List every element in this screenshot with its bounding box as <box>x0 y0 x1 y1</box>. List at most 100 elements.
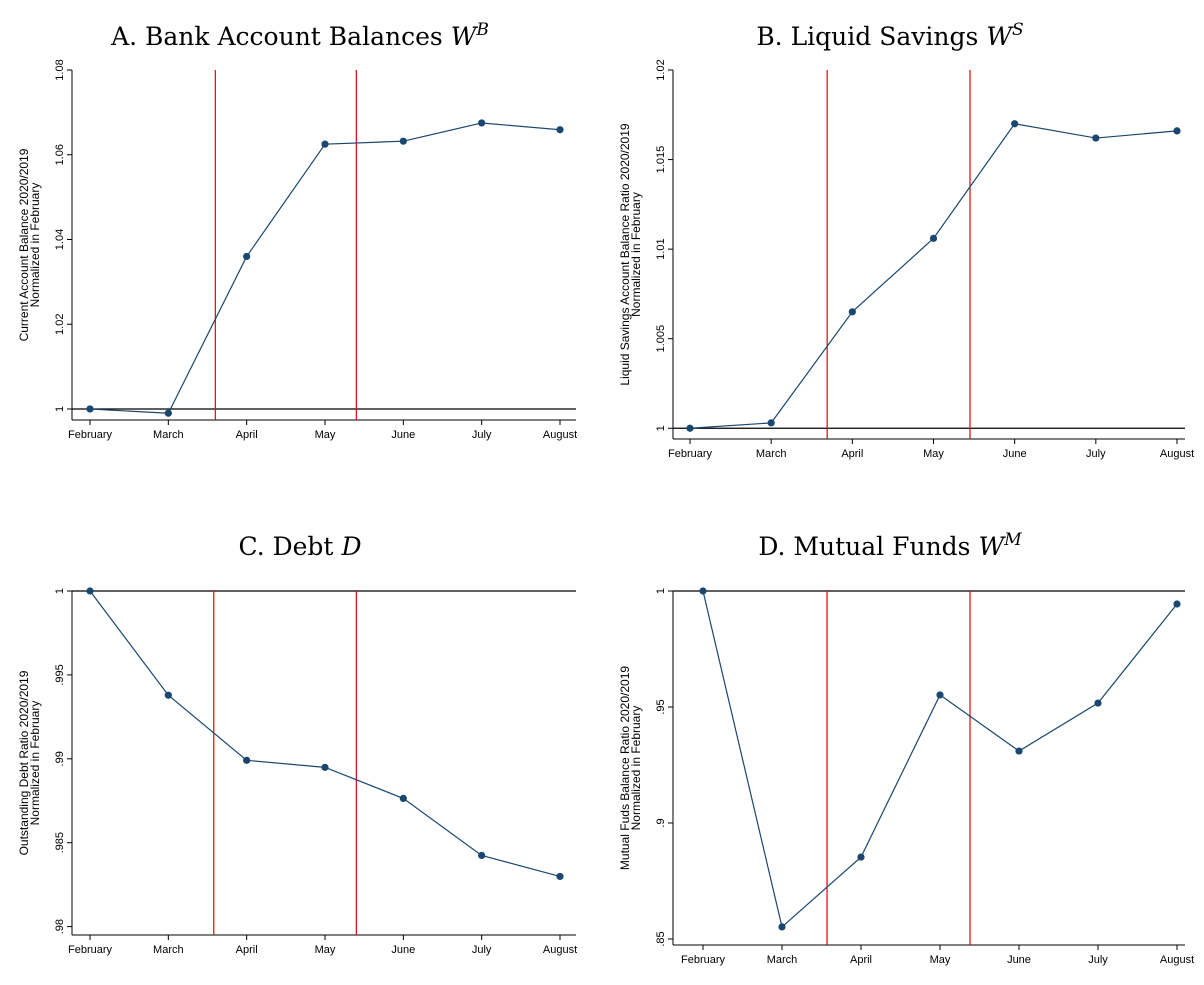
y-tick-label: .95 <box>655 699 667 714</box>
panel-title: A. Bank Account Balances WB <box>110 20 489 51</box>
y-axis-label: Liquid Savings Account Balance Ratio 202… <box>618 123 632 386</box>
y-tick-label: 1.08 <box>54 59 66 80</box>
x-tick-label: August <box>543 944 577 956</box>
x-tick-label: February <box>668 448 713 460</box>
y-tick-label: .9 <box>655 818 667 827</box>
data-line <box>89 122 561 414</box>
title-text: C. Debt <box>238 532 333 561</box>
data-point <box>1173 600 1181 608</box>
x-tick-label: August <box>1160 448 1194 460</box>
y-tick-label: 1.02 <box>655 59 667 80</box>
data-point <box>86 405 94 413</box>
title-sup: B <box>475 20 489 40</box>
title-var: W <box>451 22 479 51</box>
y-tick-label: .85 <box>655 931 667 946</box>
x-tick-label: April <box>850 954 872 966</box>
y-tick-label: 1.01 <box>655 238 667 259</box>
data-line <box>702 590 1178 929</box>
x-tick-label: February <box>68 944 113 956</box>
data-point <box>164 409 172 417</box>
x-tick-label: June <box>391 429 415 441</box>
data-point <box>399 794 407 803</box>
x-tick-label: April <box>841 448 863 460</box>
x-tick-label: May <box>930 954 951 966</box>
y-axis-label: Normalized in February <box>28 701 42 826</box>
data-point <box>848 308 856 316</box>
x-tick-label: February <box>681 954 726 966</box>
data-point <box>1011 120 1019 128</box>
y-axis-label: Mutual Fuds Balance Ratio 2020/2019 <box>618 666 632 870</box>
panel-title: B. Liquid Savings WS <box>756 20 1023 51</box>
x-tick-label: February <box>68 429 113 441</box>
x-tick-label: April <box>236 429 258 441</box>
data-point <box>86 587 94 595</box>
x-tick-label: June <box>1003 448 1027 460</box>
x-tick-label: June <box>1007 954 1031 966</box>
y-tick-label: .99 <box>54 751 66 766</box>
data-point <box>243 756 251 764</box>
x-tick-label: May <box>315 429 336 441</box>
data-point <box>1173 127 1181 135</box>
data-point <box>1015 747 1023 755</box>
x-tick-label: March <box>153 944 184 956</box>
y-tick-label: 1 <box>655 588 667 594</box>
y-tick-label: .98 <box>54 919 66 934</box>
title-text: A. Bank Account Balances <box>110 22 443 51</box>
data-point <box>1092 134 1100 142</box>
data-point <box>556 872 564 881</box>
x-tick-label: March <box>153 429 184 441</box>
y-axis-label: Normalized in February <box>28 183 42 308</box>
x-tick-label: July <box>1088 954 1108 966</box>
y-axis-label: Normalized in February <box>629 192 643 317</box>
data-point <box>686 424 694 432</box>
data-point <box>936 691 944 699</box>
title-var: W <box>979 532 1007 561</box>
x-tick-label: May <box>315 944 336 956</box>
panel-title: D. Mutual Funds WM <box>758 530 1022 561</box>
data-point <box>556 126 564 134</box>
data-point <box>929 234 938 242</box>
panel-title: C. Debt D <box>238 532 361 561</box>
data-point <box>321 140 329 148</box>
x-tick-label: May <box>923 448 944 460</box>
data-point <box>767 419 775 427</box>
x-tick-label: July <box>472 429 492 441</box>
x-tick-label: August <box>1160 954 1194 966</box>
data-point <box>857 853 865 861</box>
title-var: D <box>340 532 361 561</box>
y-tick-label: 1.06 <box>54 144 66 165</box>
title-sup: S <box>1012 20 1024 40</box>
x-tick-label: August <box>543 429 577 441</box>
x-tick-label: July <box>1086 448 1106 460</box>
data-line <box>89 590 561 878</box>
title-var: W <box>986 22 1014 51</box>
data-line <box>689 123 1178 429</box>
y-tick-label: 1 <box>655 425 667 431</box>
y-tick-label: .985 <box>54 832 66 853</box>
y-tick-label: 1 <box>54 588 66 594</box>
y-tick-label: 1.015 <box>655 146 667 174</box>
y-axis-label: Current Account Balance 2020/2019 <box>17 148 31 341</box>
data-point <box>243 252 251 261</box>
data-point <box>699 587 707 595</box>
data-point <box>478 851 486 860</box>
x-tick-label: June <box>391 944 415 956</box>
x-tick-label: July <box>472 944 492 956</box>
title-sup: M <box>1003 530 1022 550</box>
y-tick-label: 1 <box>54 406 66 412</box>
data-point <box>778 923 786 931</box>
x-tick-label: March <box>756 448 787 460</box>
data-point <box>1094 699 1102 707</box>
data-point <box>321 763 329 771</box>
y-tick-label: 1.02 <box>54 314 66 335</box>
y-axis-label: Outstanding Debt Ratio 2020/2019 <box>17 670 31 855</box>
x-tick-label: April <box>236 944 258 956</box>
title-text: B. Liquid Savings <box>756 22 978 51</box>
y-tick-label: 1.005 <box>655 325 667 353</box>
data-point <box>164 691 172 699</box>
y-axis-label: Normalized in February <box>629 706 643 831</box>
data-point <box>399 137 407 145</box>
data-point <box>478 119 486 127</box>
y-tick-label: .995 <box>54 664 66 685</box>
